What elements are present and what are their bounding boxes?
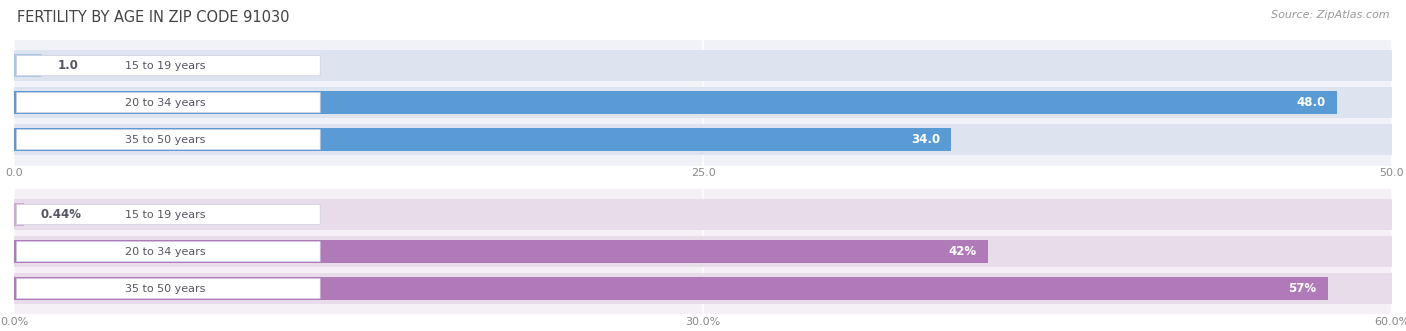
FancyBboxPatch shape [17,92,321,113]
FancyBboxPatch shape [17,56,321,76]
FancyBboxPatch shape [17,129,321,150]
Text: 35 to 50 years: 35 to 50 years [125,135,205,145]
Bar [14,87,1392,118]
Text: 48.0: 48.0 [1296,96,1326,109]
Bar [14,50,1392,81]
Text: 34.0: 34.0 [911,133,941,146]
Text: 20 to 34 years: 20 to 34 years [125,98,205,108]
Text: 57%: 57% [1288,282,1316,295]
Text: FERTILITY BY AGE IN ZIP CODE 91030: FERTILITY BY AGE IN ZIP CODE 91030 [17,10,290,25]
Bar [14,54,42,77]
Bar [14,199,1392,230]
FancyBboxPatch shape [17,278,321,299]
Text: 15 to 19 years: 15 to 19 years [125,210,205,219]
Bar [14,203,24,226]
Text: 1.0: 1.0 [58,59,79,72]
Text: 15 to 19 years: 15 to 19 years [125,61,205,71]
Bar [14,128,950,151]
Bar [14,124,1392,155]
FancyBboxPatch shape [17,205,321,225]
Text: 35 to 50 years: 35 to 50 years [125,284,205,294]
FancyBboxPatch shape [17,241,321,262]
Bar [14,240,988,263]
Bar [14,277,1327,300]
Text: 0.44%: 0.44% [41,208,82,221]
Bar [14,273,1392,304]
Text: 20 to 34 years: 20 to 34 years [125,247,205,257]
Text: Source: ZipAtlas.com: Source: ZipAtlas.com [1271,10,1389,20]
Bar [14,91,1337,114]
Bar [14,236,1392,267]
Text: 42%: 42% [949,245,977,258]
